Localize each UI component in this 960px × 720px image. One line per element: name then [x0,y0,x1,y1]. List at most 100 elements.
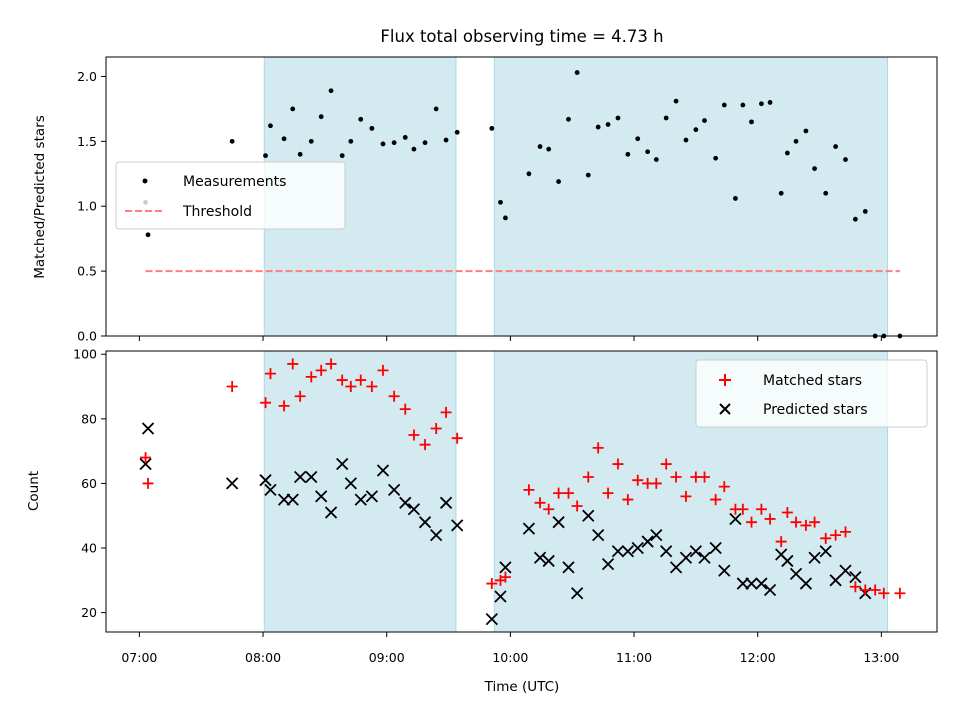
measurement-point [663,115,669,121]
predicted-star-point [305,470,318,484]
predicted-star-point [571,587,584,600]
legend-matched-marker [719,374,731,386]
matched-star-point [582,471,594,483]
legend-predicted-label: Predicted stars [763,402,868,418]
matched-star-point [710,494,722,506]
matched-star-point [809,516,821,528]
measurement-point [833,144,838,149]
measurement-point [693,127,699,133]
matched-star-point [632,474,644,486]
bottom-panel: 20 40 60 80 100 07:00 08:00 09:00 10:00 11:00 12:… [26,347,938,695]
predicted-star-point [755,577,768,590]
predicted-star-point [376,464,390,477]
matched-star-point [592,442,604,454]
matched-star-point [377,364,389,376]
predicted-star-point [407,503,421,516]
bottom-plot-frame [105,350,938,633]
predicted-star-point [799,577,813,590]
top-y-axis-label: Matched/Predicted stars [32,115,48,278]
matched-star-point [878,587,890,599]
predicted-star-point [225,477,239,490]
bottom-y-tick-label: 80 [81,411,97,426]
predicted-star-point [621,545,634,558]
legend-measurements-marker [142,178,148,184]
measurement-point [546,146,552,152]
legend-threshold-label: Threshold [182,204,252,220]
predicted-star-point [365,490,379,503]
predicted-star-point [387,483,401,497]
measurement-point [281,136,287,142]
matched-star-point [820,532,832,544]
predicted-star-point [808,551,821,564]
matched-star-point [305,371,317,383]
bottom-legend: Matched stars Predicted stars [695,359,928,428]
matched-star-point [781,506,793,518]
matched-star-point [650,477,662,489]
matched-star-point [622,494,634,506]
matched-star-point [699,471,711,483]
predicted-star-point [611,545,625,558]
measurement-point [328,88,334,94]
predicted-star-point [849,570,862,584]
x-tick-label: 11:00 [616,650,652,665]
predicted-star-point [552,516,565,529]
measurement-point [803,128,809,134]
measurement-point [556,179,561,184]
predicted-star-point [745,577,758,590]
measurement-point [823,190,829,196]
matched-star-point [294,390,306,402]
predicted-star-point [324,506,338,519]
predicted-star-point [641,535,654,548]
legend-measurements-label: Measurements [183,174,286,190]
bottom-y-tick-label: 60 [81,476,97,491]
matched-star-point [430,423,442,435]
matched-star-point [419,439,431,451]
matched-star-point [543,503,555,515]
predicted-star-point [315,490,328,503]
measurement-point [308,138,314,144]
predicted-star-point [354,493,367,506]
bottom-legend-box [695,359,928,428]
measurement-point [862,209,868,214]
matched-star-point [399,403,411,415]
matched-star-point [849,581,861,593]
matched-star-point [755,503,767,515]
predicted-star-point [451,519,464,532]
matched-star-point [869,584,881,596]
x-tick-label: 07:00 [121,650,157,665]
measurement-point [767,100,773,105]
matched-star-point [336,374,348,386]
matched-star-point [800,519,812,531]
predicted-star-point [679,551,693,564]
measurement-point [422,140,428,146]
measurement-point [625,151,631,157]
predicted-star-point [399,496,412,509]
measurement-point [503,215,508,221]
predicted-star-point [485,612,498,626]
matched-star-point [264,368,276,380]
predicted-star-point [789,567,803,580]
matched-star-point [562,487,574,499]
top-y-tick-label: 1.0 [77,199,97,214]
measurement-point [653,157,659,162]
matched-star-point [388,390,400,402]
matched-star-point [894,587,906,599]
predicted-star-point [592,528,605,542]
matched-star-point [278,400,290,412]
measurement-point [402,135,408,140]
top-legend: Measurements Threshold [115,161,346,230]
measurement-point [585,172,591,178]
top-y-tick-label: 0.5 [77,264,97,279]
measurement-point [498,199,503,205]
predicted-star-point [141,422,155,435]
measurement-point [605,122,611,127]
matched-star-point [486,578,498,590]
top-legend-box [115,161,346,230]
matched-star-point [499,571,511,583]
measurement-point [537,144,543,149]
matched-star-point [440,406,452,418]
matched-star-point [345,381,357,393]
measurement-point [526,171,532,177]
predicted-star-point [582,509,595,522]
